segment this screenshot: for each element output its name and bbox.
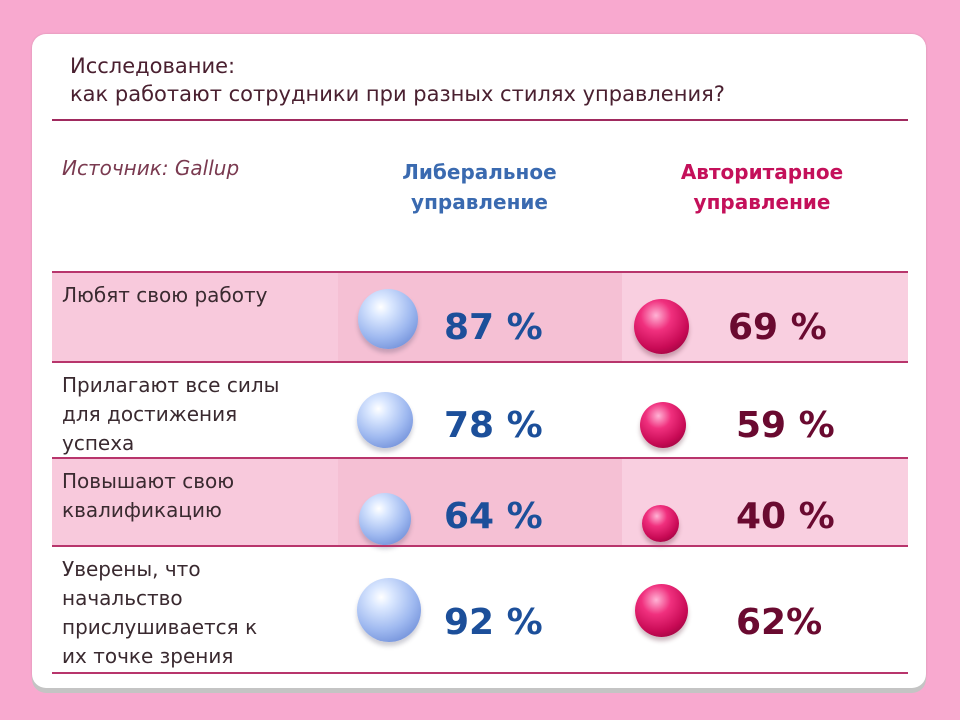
- column-header-liberal: Либеральное управление: [372, 157, 587, 217]
- authoritarian-percent: 59 %: [736, 405, 835, 446]
- liberal-percent: 92 %: [444, 602, 543, 643]
- authoritarian-sphere-icon: [640, 402, 686, 448]
- liberal-percent: 78 %: [444, 405, 543, 446]
- row-label: Повышают свою квалификацию: [62, 467, 234, 525]
- liberal-sphere-icon: [357, 578, 421, 642]
- slide-card: Исследование: как работают сотрудники пр…: [32, 34, 926, 688]
- authoritarian-percent: 69 %: [728, 307, 827, 348]
- column-header-liberal-line-2: управление: [411, 190, 548, 214]
- liberal-sphere-icon: [358, 289, 418, 349]
- row-label-line: успеха: [62, 431, 135, 455]
- authoritarian-sphere-icon: [635, 584, 688, 637]
- liberal-sphere-icon: [359, 493, 411, 545]
- authoritarian-sphere-icon: [642, 505, 679, 542]
- title-divider: [52, 119, 908, 121]
- slide-title: Исследование: как работают сотрудники пр…: [70, 52, 725, 108]
- table-row: Уверены, что начальство прислушивается к…: [52, 545, 908, 672]
- liberal-percent: 64 %: [444, 496, 543, 537]
- table-row: Прилагают все силы для достижения успеха…: [52, 361, 908, 457]
- row-label-line: Прилагают все силы: [62, 373, 280, 397]
- title-line-1: Исследование:: [70, 54, 236, 78]
- bottom-divider: [52, 672, 908, 674]
- row-label: Уверены, что начальство прислушивается к…: [62, 555, 257, 671]
- column-header-authoritarian-line-2: управление: [693, 190, 831, 214]
- row-label-line: Уверены, что: [62, 557, 201, 581]
- row-label-line: начальство: [62, 586, 183, 610]
- row-label-line: Повышают свою: [62, 469, 235, 493]
- authoritarian-percent: 62%: [736, 602, 823, 643]
- row-label-line: квалификацию: [62, 498, 222, 522]
- authoritarian-sphere-icon: [634, 299, 689, 354]
- title-line-2: как работают сотрудники при разных стиля…: [70, 82, 725, 106]
- source-label: Источник: Gallup: [62, 156, 240, 180]
- row-label: Любят свою работу: [62, 281, 267, 310]
- table-row: Повышают свою квалификацию 64 % 40 %: [52, 457, 908, 545]
- liberal-sphere-icon: [357, 392, 413, 448]
- authoritarian-percent: 40 %: [736, 496, 835, 537]
- column-header-liberal-line-1: Либеральное: [402, 160, 557, 184]
- row-label: Прилагают все силы для достижения успеха: [62, 371, 279, 458]
- liberal-percent: 87 %: [444, 307, 543, 348]
- row-label-line: прислушивается к: [62, 615, 258, 639]
- column-header-authoritarian-line-1: Авторитарное: [680, 160, 844, 184]
- table-row: Любят свою работу 87 % 69 %: [52, 271, 908, 361]
- row-label-line: для достижения: [62, 402, 238, 426]
- column-header-authoritarian: Авторитарное управление: [652, 157, 872, 217]
- row-label-line: их точке зрения: [62, 644, 234, 668]
- row-label-line: Любят свою работу: [62, 283, 268, 307]
